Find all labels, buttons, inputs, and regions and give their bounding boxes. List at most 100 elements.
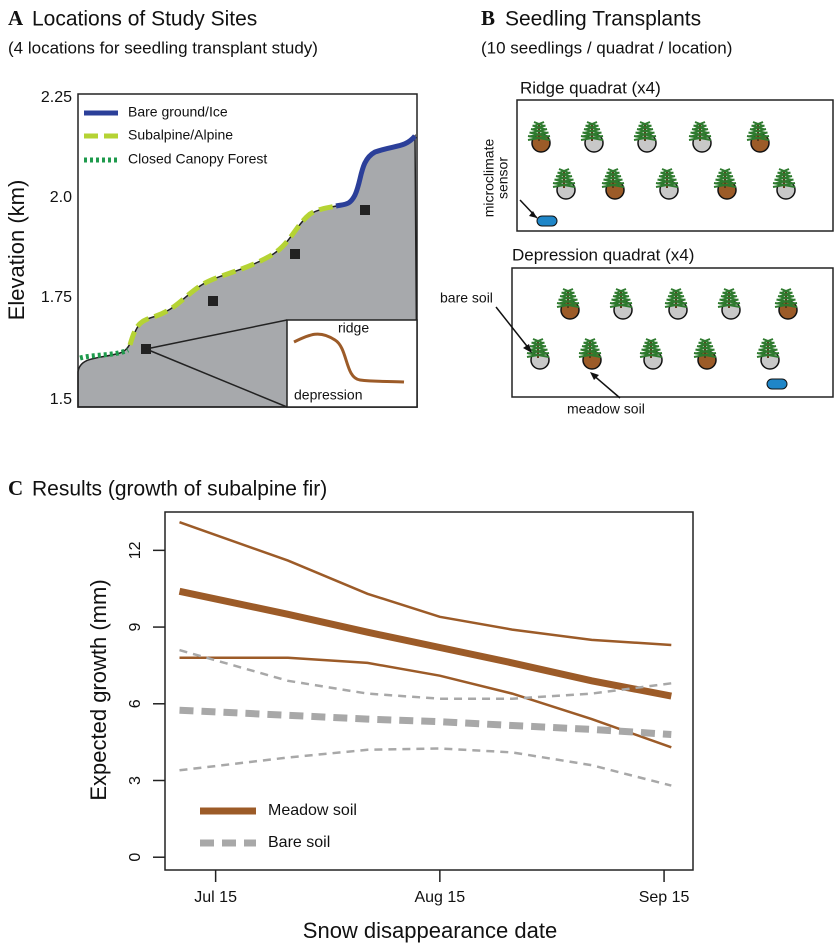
needles: [716, 175, 734, 181]
needles: [779, 291, 793, 298]
arrow: [495, 306, 531, 351]
arrowhead: [590, 372, 599, 380]
needles: [615, 288, 627, 294]
needles: [746, 135, 770, 141]
panel-letter: C: [8, 476, 23, 500]
needles: [694, 121, 706, 127]
needles: [606, 171, 620, 178]
needles: [670, 288, 682, 294]
needles: [636, 128, 654, 134]
ci-line: [179, 747, 672, 787]
needles: [756, 352, 780, 358]
needles: [532, 338, 544, 344]
legend-label: Subalpine/Alpine: [128, 127, 233, 143]
needles: [614, 291, 628, 298]
site-marker: [208, 296, 218, 306]
x-tick-label: Sep 15: [639, 889, 690, 906]
y-tick-label: 1.75: [41, 289, 72, 306]
ci-line: [179, 648, 672, 700]
x-axis-label: Snow disappearance date: [303, 918, 557, 943]
inset-connector: [145, 348, 288, 408]
needles: [644, 341, 658, 348]
needles: [777, 171, 791, 178]
needles: [775, 175, 793, 181]
sensor: [766, 378, 788, 390]
mean-line: [178, 587, 672, 700]
panel-subtitle: (10 seedlings / quadrat / location): [481, 38, 732, 57]
y-tick-label: 2.25: [41, 89, 72, 106]
quadrat-label: Ridge quadrat (x4): [520, 78, 661, 97]
needles: [561, 291, 575, 298]
needles: [552, 182, 576, 188]
quadrat-label: Depression quadrat (x4): [512, 245, 694, 264]
quadrat: [511, 267, 834, 398]
needles: [751, 124, 765, 131]
needles: [526, 352, 550, 358]
needles: [696, 345, 714, 351]
needles: [533, 121, 545, 127]
plot-frame: [77, 93, 418, 408]
needles: [585, 124, 599, 131]
needles: [759, 345, 777, 351]
needles: [723, 288, 735, 294]
needles: [531, 341, 545, 348]
needles: [556, 302, 580, 308]
needles: [580, 135, 604, 141]
needles: [762, 338, 774, 344]
y-tick-label: 0: [127, 853, 144, 862]
needles: [660, 171, 674, 178]
legend-label: Bare ground/Ice: [128, 104, 228, 120]
plot: 0 3 6 9 12 Jul 15 Aug 15 Sep 15 Meadow soil Bare …: [127, 521, 690, 906]
needles: [698, 341, 712, 348]
ci-line: [179, 656, 672, 749]
needles: [639, 121, 651, 127]
inset-profile: [293, 332, 405, 384]
needles: [604, 175, 622, 181]
needles: [530, 128, 548, 134]
needles: [774, 302, 798, 308]
needles: [583, 341, 597, 348]
needles: [601, 182, 625, 188]
needles: [639, 352, 663, 358]
needles: [658, 175, 676, 181]
y-tick-label: 6: [127, 699, 144, 708]
needles: [609, 302, 633, 308]
needles: [752, 121, 764, 127]
needles: [529, 345, 547, 351]
legend-label: Closed Canopy Forest: [128, 151, 267, 167]
needles: [612, 295, 630, 301]
legend-label: Bare soil: [268, 834, 330, 851]
chart-title: Results (growth of subalpine fir): [32, 478, 327, 501]
y-tick-label: 9: [127, 623, 144, 632]
needles: [642, 345, 660, 351]
needles: [633, 135, 657, 141]
site-marker: [290, 249, 300, 259]
panel-title: Locations of Study Sites: [32, 8, 257, 31]
y-tick-label: 1.5: [50, 391, 72, 408]
y-axis-label: Elevation (km): [4, 180, 29, 321]
needles: [555, 175, 573, 181]
needles: [562, 288, 574, 294]
needles: [558, 168, 570, 174]
seedlings: [526, 121, 798, 370]
needles: [667, 295, 685, 301]
panel-subtitle: (4 locations for seedling transplant stu…: [8, 38, 318, 57]
needles: [638, 124, 652, 131]
needles: [778, 168, 790, 174]
needles: [772, 182, 796, 188]
needles: [583, 128, 601, 134]
needles: [584, 338, 596, 344]
needles: [559, 295, 577, 301]
needles: [699, 338, 711, 344]
inset-label: ridge: [338, 320, 369, 336]
site-marker: [360, 205, 370, 215]
needles: [780, 288, 792, 294]
needles: [761, 341, 775, 348]
needles: [586, 121, 598, 127]
sensor: [536, 215, 558, 227]
arrow: [591, 373, 621, 399]
needles: [718, 171, 732, 178]
sensor-label: microclimate: [481, 139, 497, 218]
